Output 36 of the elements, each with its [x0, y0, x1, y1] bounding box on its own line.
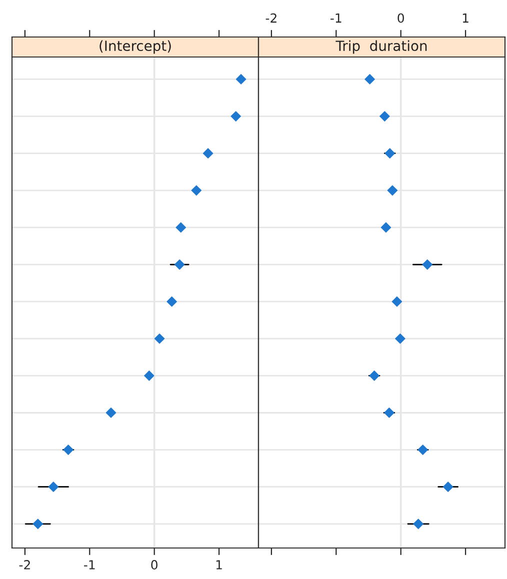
x-tick-label: -2 — [19, 560, 30, 570]
point — [384, 408, 394, 418]
point — [392, 296, 402, 307]
point — [32, 518, 44, 530]
x2-tick-label: 1 — [462, 13, 468, 23]
point — [442, 482, 454, 492]
x-tick-label: 0 — [151, 560, 158, 570]
point — [63, 444, 74, 455]
point — [384, 148, 395, 159]
point — [166, 296, 177, 307]
x2-tick-label: 0 — [398, 13, 404, 23]
x2-tick-label: -2 — [266, 13, 276, 23]
point — [236, 74, 246, 84]
point — [380, 111, 390, 122]
x-tick-label: -1 — [84, 560, 95, 570]
point — [395, 333, 406, 344]
x-tick-label: 1 — [216, 560, 222, 570]
point — [106, 408, 116, 418]
chart-title: (Intercept) — [100, 40, 171, 54]
point — [174, 259, 185, 270]
point — [413, 518, 424, 530]
point — [48, 482, 59, 492]
point — [387, 185, 398, 196]
point — [369, 370, 380, 381]
point — [154, 333, 165, 344]
chart-title: Trip duration — [336, 40, 427, 54]
point — [380, 222, 392, 233]
point — [418, 444, 428, 455]
point — [230, 111, 242, 122]
point — [176, 222, 186, 233]
point — [364, 74, 375, 84]
point — [202, 148, 214, 159]
x2-tick-label: -1 — [330, 13, 342, 23]
point — [144, 370, 154, 381]
point — [422, 259, 433, 270]
point — [191, 185, 202, 196]
